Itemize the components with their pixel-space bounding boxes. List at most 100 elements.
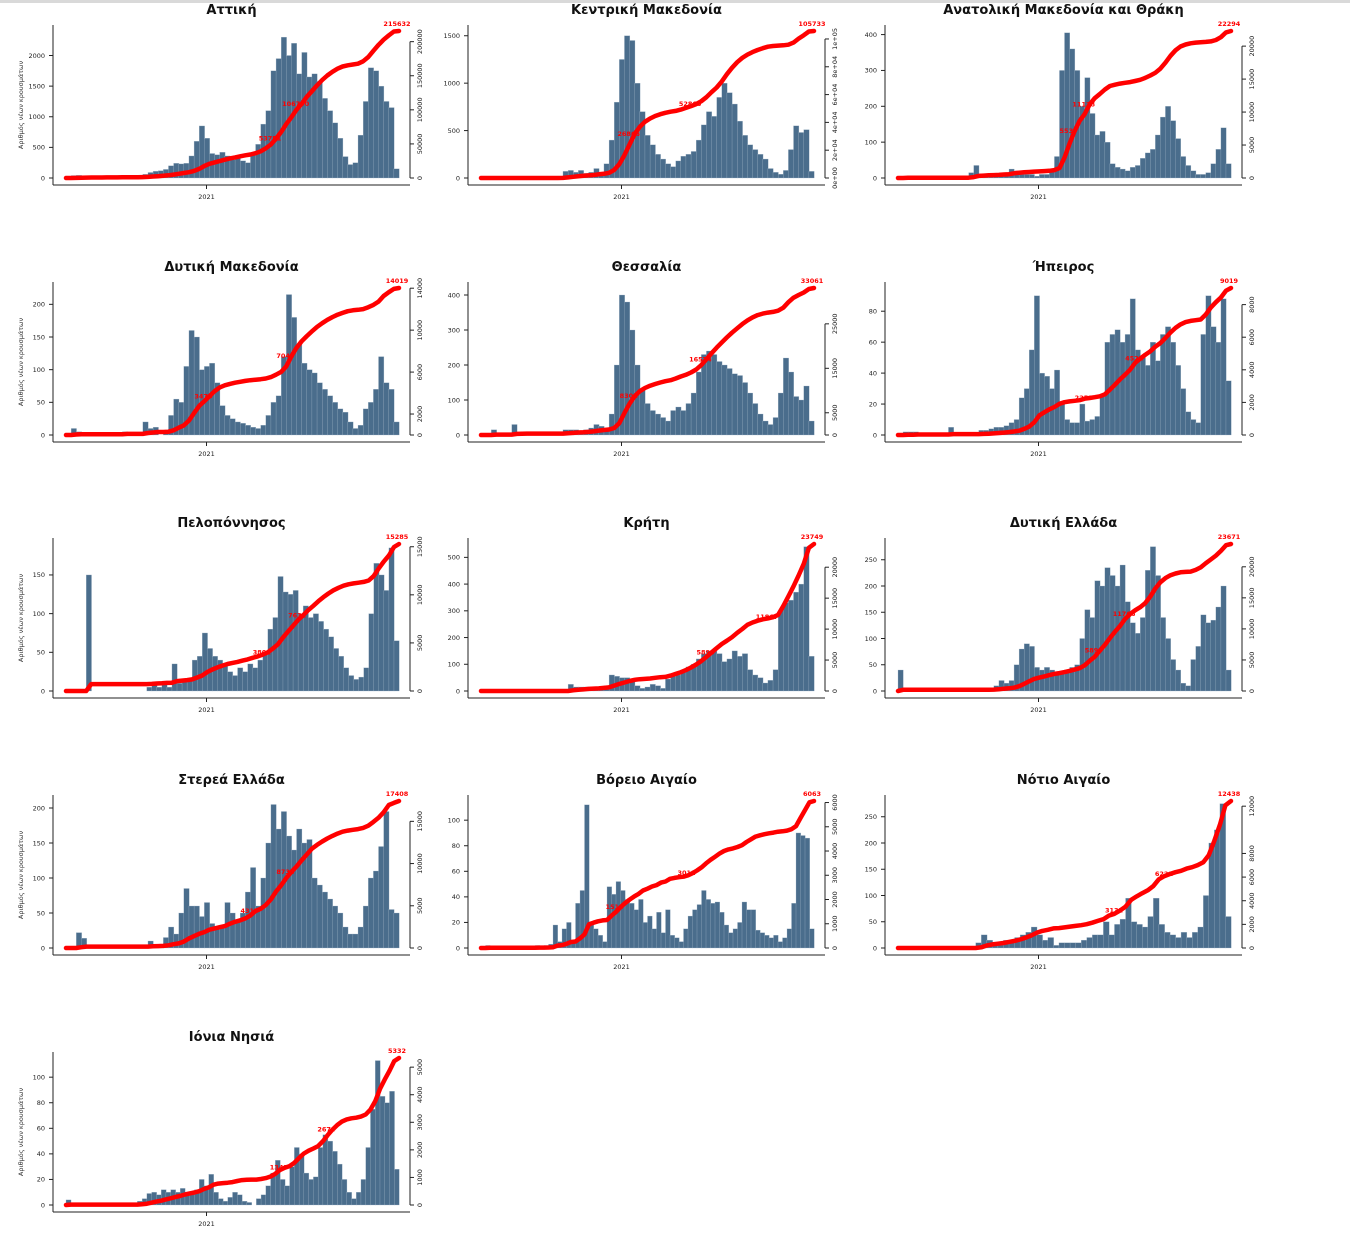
bar: [1140, 357, 1146, 436]
bar: [298, 1153, 305, 1206]
bar: [701, 124, 707, 179]
bar: [1018, 174, 1025, 179]
y2-tick-label: 0: [416, 689, 424, 693]
bar: [289, 1166, 295, 1206]
y-tick-label: 1500: [28, 82, 45, 90]
bar: [701, 890, 707, 949]
bar: [1140, 158, 1146, 179]
y-tick-label: 0: [41, 431, 45, 439]
bar: [719, 912, 725, 949]
cumulative-value-label: 1516: [605, 903, 624, 911]
bar: [311, 372, 318, 436]
y-tick-label: 0: [873, 944, 877, 952]
bar: [732, 928, 738, 949]
cumulative-value-label: 2259: [1075, 394, 1094, 402]
bar: [189, 1194, 195, 1206]
bar: [721, 661, 728, 692]
bar: [1180, 682, 1187, 692]
bar: [267, 628, 274, 692]
bar: [337, 408, 344, 436]
bar: [795, 832, 801, 949]
bar: [793, 396, 800, 436]
bar: [737, 120, 743, 179]
bar: [313, 613, 319, 692]
bar: [181, 681, 188, 692]
y2-tick-label: 4000: [416, 1086, 424, 1103]
bar: [255, 428, 262, 436]
bar: [232, 1192, 238, 1206]
cumulative-value-label: 7631: [288, 611, 307, 619]
bar: [146, 686, 153, 692]
bar: [696, 371, 702, 436]
bar: [383, 382, 390, 436]
y-tick-label: 0: [41, 174, 45, 182]
y2-tick-label: 2000: [416, 1142, 424, 1159]
bar: [342, 156, 349, 179]
bar: [1029, 646, 1035, 692]
bar: [357, 134, 364, 179]
y2-tick-label: 0: [416, 433, 424, 437]
y-tick-label: 40: [869, 369, 877, 377]
y2-tick-label: 15000: [831, 358, 839, 379]
bar: [1165, 638, 1171, 692]
bar: [368, 613, 375, 692]
bar: [328, 636, 334, 692]
y2-tick-label: 6e+04: [831, 84, 839, 106]
bar: [1044, 174, 1050, 179]
bar: [1203, 895, 1210, 949]
bar: [234, 919, 241, 949]
bar: [297, 613, 304, 692]
cumulative-value-label: 5899: [1085, 647, 1104, 655]
bar: [229, 159, 236, 179]
bar: [747, 392, 753, 436]
bar: [365, 1147, 371, 1206]
bar: [1208, 842, 1215, 949]
y2-tick-label: 5000: [831, 404, 839, 421]
bar: [678, 941, 684, 949]
bar: [731, 650, 738, 692]
y-tick-label: 50: [869, 661, 877, 669]
y2-tick-label: 5000: [1248, 137, 1256, 154]
bar: [242, 671, 249, 692]
chart-panel: Δυτική Ελλάδα 0 50 100 150 200 250 0 5000 10000 15…: [865, 516, 1256, 714]
bar: [1069, 422, 1076, 436]
chart-title: Ήπειρος: [1032, 260, 1095, 275]
y-tick-label: 20: [37, 1176, 45, 1184]
bar: [291, 317, 297, 436]
bar: [768, 937, 774, 949]
y2-tick-label: 10000: [416, 320, 424, 341]
bar: [234, 421, 241, 436]
y-axis-label: Αριθμός νέων κρουσμάτων: [17, 318, 25, 407]
bar: [308, 617, 314, 692]
bar: [241, 1201, 248, 1206]
bar: [383, 101, 390, 179]
y2-tick-label: 3000: [831, 867, 839, 884]
bar: [1029, 174, 1035, 179]
y2-tick-label: 3000: [416, 1114, 424, 1131]
bar: [301, 362, 308, 436]
bar: [229, 912, 236, 949]
bar: [213, 1192, 219, 1206]
y2-tick-label: 6000: [416, 364, 424, 381]
bar: [680, 156, 687, 179]
bar: [1200, 334, 1207, 436]
bar: [1220, 585, 1227, 692]
y2-tick-label: 4000: [831, 843, 839, 860]
y2-tick-label: 5000: [416, 635, 424, 652]
bar: [208, 1174, 214, 1206]
bar: [193, 336, 200, 436]
y2-tick-label: 15000: [831, 588, 839, 609]
bar: [759, 932, 765, 949]
cumulative-value-label: 5898: [696, 648, 715, 656]
bar: [224, 415, 231, 436]
bar: [620, 890, 626, 949]
bar: [1114, 924, 1121, 949]
bar: [757, 677, 764, 692]
y-tick-label: 80: [869, 308, 877, 316]
bar: [793, 125, 800, 179]
y-tick-label: 100: [33, 1073, 45, 1081]
y-tick-label: 60: [452, 868, 460, 876]
x-tick-label: 2021: [198, 963, 215, 971]
chart-panel: Θεσσαλία 0 100 200 300 400 0 5000 15000 25000 8301…: [448, 260, 839, 458]
bar: [218, 1198, 224, 1206]
